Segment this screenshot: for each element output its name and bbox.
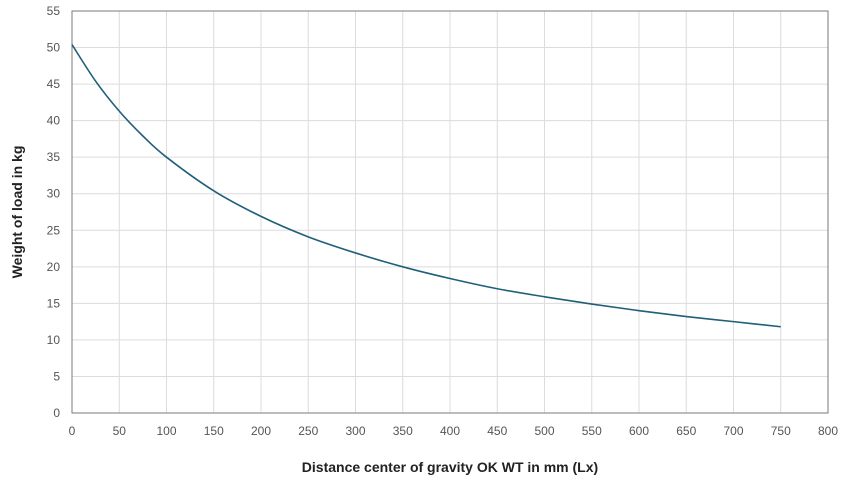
y-tick-label: 55 xyxy=(47,4,61,18)
x-tick-label: 750 xyxy=(771,424,791,438)
x-tick-label: 350 xyxy=(393,424,413,438)
plot-area-frame xyxy=(71,10,829,414)
x-tick-label: 400 xyxy=(440,424,460,438)
x-tick-label: 550 xyxy=(582,424,602,438)
x-tick-label: 250 xyxy=(298,424,318,438)
x-tick-label: 200 xyxy=(251,424,271,438)
x-tick-label: 0 xyxy=(69,424,76,438)
y-axis-tick-labels: 0 5 10 15 20 25 30 35 40 45 50 55 xyxy=(47,4,61,420)
y-tick-label: 20 xyxy=(47,260,61,274)
y-tick-label: 30 xyxy=(47,187,61,201)
y-tick-label: 5 xyxy=(53,369,60,383)
y-axis-title: Weight of load in kg xyxy=(9,146,25,279)
y-tick-label: 10 xyxy=(47,333,61,347)
x-tick-label: 300 xyxy=(345,424,365,438)
y-tick-label: 45 xyxy=(47,77,61,91)
y-tick-label: 35 xyxy=(47,150,61,164)
x-tick-label: 50 xyxy=(113,424,127,438)
series-lines xyxy=(71,44,781,328)
x-tick-label: 700 xyxy=(723,424,743,438)
x-axis-tick-labels: 0 50 100 150 200 250 300 350 400 450 500 550 600 650 7… xyxy=(69,424,839,438)
y-tick-label: 25 xyxy=(47,223,61,237)
y-tick-label: 15 xyxy=(47,296,61,310)
x-tick-label: 650 xyxy=(676,424,696,438)
y-tick-label: 0 xyxy=(53,406,60,420)
x-tick-label: 800 xyxy=(818,424,838,438)
y-tick-label: 50 xyxy=(47,41,61,55)
gridlines xyxy=(71,10,829,414)
series-line xyxy=(71,44,781,328)
x-tick-label: 450 xyxy=(487,424,507,438)
x-tick-label: 600 xyxy=(629,424,649,438)
x-tick-label: 100 xyxy=(156,424,176,438)
x-axis-title: Distance center of gravity OK WT in mm (… xyxy=(302,459,598,475)
y-tick-label: 40 xyxy=(47,114,61,128)
x-tick-label: 500 xyxy=(534,424,554,438)
x-tick-label: 150 xyxy=(204,424,224,438)
